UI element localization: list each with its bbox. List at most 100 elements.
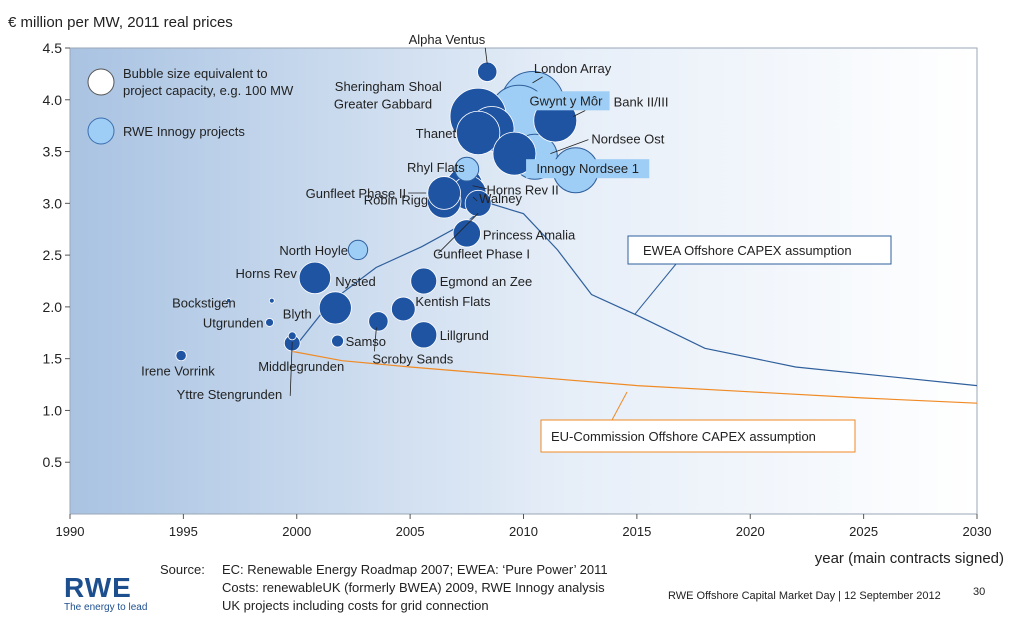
source-line-3: UK projects including costs for grid con… [222, 598, 489, 613]
project-label: Gunfleet Phase I [433, 246, 530, 261]
y-tick-label: 1.0 [43, 402, 63, 418]
project-label: London Array [534, 61, 612, 76]
label-leader-line [373, 327, 377, 352]
y-axis-label: € million per MW, 2011 real prices [8, 14, 233, 31]
project-bubble [347, 239, 369, 261]
project-label: Yttre Stengrunden [177, 387, 283, 402]
project-label: Samso [346, 334, 386, 349]
x-tick-label: 1995 [169, 524, 198, 539]
project-label: Robin Rigg [364, 192, 428, 207]
rwe-label-highlight [522, 91, 610, 111]
eu-annotation-leader [611, 391, 628, 421]
project-label: Greater Gabbard [334, 96, 432, 111]
project-label: Horns Rev II [487, 183, 559, 198]
legend-capacity-label-line1: Bubble size equivalent to [123, 66, 268, 81]
y-tick-label: 3.5 [43, 144, 63, 160]
eu-annotation-label: EU-Commission Offshore CAPEX assumption [551, 429, 816, 444]
project-label: Horns Rev [235, 266, 297, 281]
project-label: North Hoyle [279, 243, 348, 258]
y-tick-label: 2.5 [43, 247, 63, 263]
label-leader-line [472, 196, 478, 202]
label-leader-line [437, 213, 479, 254]
project-label: Innogy Nordsee 1 [536, 161, 639, 176]
label-leader-line [289, 341, 293, 396]
rwe-label-highlight [526, 159, 650, 179]
project-label: Rhyl Flats [407, 160, 465, 175]
footer-page-number: 30 [973, 586, 986, 598]
project-bubble [452, 219, 481, 248]
project-bubble [464, 189, 492, 217]
source-line-1: EC: Renewable Energy Roadmap 2007; EWEA:… [222, 562, 608, 577]
legend-capacity-bubble [87, 68, 115, 96]
project-label: Nysted [335, 274, 375, 289]
label-leader-line [484, 47, 488, 64]
x-tick-label: 1990 [56, 524, 85, 539]
project-label: Egmond an Zee [440, 274, 533, 289]
y-tick-label: 4.5 [43, 40, 63, 56]
rwe-tagline: The energy to lead [64, 602, 148, 613]
project-bubble [410, 267, 438, 295]
project-bubble [427, 176, 461, 210]
project-label: Sheringham Shoal [335, 79, 442, 94]
label-leader-line [573, 110, 586, 117]
project-label: Blyth [283, 307, 312, 322]
project-label: Kentish Flats [415, 294, 491, 309]
project-bubble [331, 334, 344, 348]
project-label: Gunfleet Phase II [306, 186, 406, 201]
project-bubble [368, 311, 389, 332]
project-bubble [175, 349, 187, 362]
x-tick-label: 2025 [849, 524, 878, 539]
project-bubble [410, 321, 438, 349]
x-tick-label: 2030 [963, 524, 992, 539]
project-bubble [265, 318, 274, 327]
y-tick-label: 2.0 [43, 299, 63, 315]
x-tick-label: 2000 [282, 524, 311, 539]
legend-rwe-bubble [87, 117, 115, 145]
project-bubble [477, 61, 498, 82]
y-tick-label: 1.5 [43, 351, 63, 367]
project-bubble [391, 296, 416, 322]
label-leader-line [550, 139, 589, 155]
project-bubble [268, 297, 275, 304]
project-label: Bockstigen [172, 296, 236, 311]
project-label: Middlegrunden [258, 359, 344, 374]
y-tick-label: 3.0 [43, 195, 63, 211]
project-bubble [454, 156, 480, 182]
footer-event: RWE Offshore Capital Market Day | 12 Sep… [668, 590, 941, 602]
project-bubble [456, 110, 501, 156]
project-label: Nordsee Ost [591, 132, 664, 147]
project-bubble [318, 291, 352, 325]
project-label: Gwynt y Môr [529, 93, 603, 108]
project-label: Walney [479, 191, 522, 206]
label-leader-line [472, 185, 487, 190]
project-label: Scroby Sands [372, 351, 453, 366]
eu-annotation-box [540, 419, 856, 453]
project-label: Utgrunden [203, 315, 264, 330]
ewea-annotation-box [627, 235, 892, 265]
project-bubble [298, 261, 332, 295]
project-label: Irene Vorrink [141, 364, 215, 379]
project-label: Princess Amalia [483, 227, 576, 242]
y-tick-label: 4.0 [43, 92, 63, 108]
x-axis-label: year (main contracts signed) [815, 550, 1004, 567]
project-label: Thanet [416, 126, 457, 141]
project-label: Lillgrund [440, 328, 489, 343]
y-tick-label: 0.5 [43, 454, 63, 470]
x-tick-label: 2020 [736, 524, 765, 539]
legend-rwe-label: RWE Innogy projects [123, 124, 245, 139]
eu-capex-line [292, 350, 978, 404]
project-bubble [226, 298, 232, 304]
legend-capacity-label-line2: project capacity, e.g. 100 MW [123, 83, 294, 98]
x-tick-label: 2015 [622, 524, 651, 539]
project-bubble [287, 331, 297, 341]
label-leader-line [532, 76, 543, 84]
source-line-2: Costs: renewableUK (formerly BWEA) 2009,… [222, 580, 605, 595]
ewea-annotation-leader [634, 263, 677, 315]
rwe-logo: RWE [64, 572, 132, 603]
project-label: Alpha Ventus [409, 32, 486, 47]
ewea-annotation-label: EWEA Offshore CAPEX assumption [643, 243, 852, 258]
x-tick-label: 2005 [396, 524, 425, 539]
source-label: Source: [160, 562, 205, 577]
ewea-capex-line [291, 202, 978, 387]
